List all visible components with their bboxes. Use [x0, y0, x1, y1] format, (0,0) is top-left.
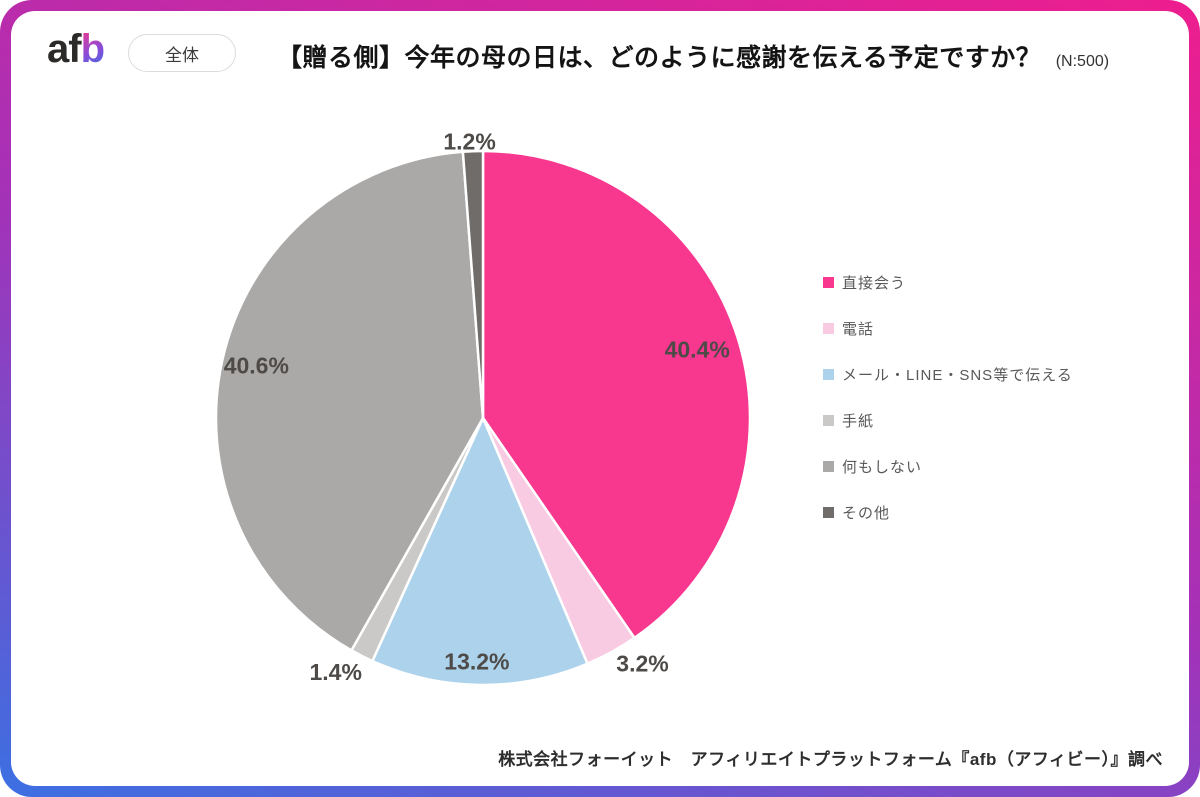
pie-slice-4	[214, 150, 485, 652]
legend-item-0: 直接会う	[823, 272, 1073, 292]
legend-swatch-2	[823, 368, 834, 380]
logo-text-b: b	[80, 27, 105, 71]
legend-item-1: 電話	[823, 318, 1073, 338]
slice-value-label-5: 1.2%	[443, 128, 495, 154]
slice-value-label-4: 40.6%	[224, 352, 289, 378]
scope-badge[interactable]: 全体	[128, 34, 236, 72]
afb-logo: afb	[47, 26, 105, 72]
legend-label-2: メール・LINE・SNS等で伝える	[842, 366, 1073, 384]
logo-text-af: af	[47, 27, 82, 71]
slice-value-label-2: 13.2%	[444, 649, 509, 675]
legend-item-5: その他	[823, 502, 1073, 522]
pie-slice-5	[461, 149, 485, 420]
legend-item-4: 何もしない	[823, 456, 1073, 476]
pie-chart: 40.4% 3.2% 13.2% 1.4% 40.6% 1.2%	[214, 128, 752, 687]
legend-label-3: 手紙	[842, 412, 875, 430]
slice-value-label-0: 40.4%	[665, 336, 730, 362]
pie-slice-0	[481, 149, 752, 640]
title-block: 【贈る側】今年の母の日は、どのように感謝を伝える予定ですか？ (N:500)	[277, 38, 1109, 74]
pie-slice-2	[371, 416, 589, 687]
legend-item-2: メール・LINE・SNS等で伝える	[823, 364, 1073, 384]
legend-label-5: その他	[842, 504, 891, 522]
legend-swatch-4	[823, 460, 834, 472]
chart-legend: 直接会う電話メール・LINE・SNS等で伝える 手紙何もしないその他	[823, 272, 1073, 522]
legend-label-0: 直接会う	[842, 274, 907, 292]
slice-value-label-1: 3.2%	[616, 650, 668, 676]
sample-size-label: (N:500)	[1055, 53, 1110, 70]
legend-swatch-1	[823, 322, 834, 334]
scope-badge-label: 全体	[165, 45, 199, 65]
slice-value-label-3: 1.4%	[309, 659, 361, 685]
legend-item-3: 手紙	[823, 410, 1073, 430]
legend-swatch-3	[823, 414, 834, 426]
legend-swatch-5	[823, 506, 834, 518]
legend-label-4: 何もしない	[842, 458, 923, 476]
page-title: 【贈る側】今年の母の日は、どのように感謝を伝える予定ですか？	[277, 44, 1042, 72]
footer-credit: 株式会社フォーイット アフィリエイトプラットフォーム『afb（アフィビー）』調べ	[498, 750, 1163, 769]
legend-label-1: 電話	[842, 320, 875, 338]
legend-swatch-0	[823, 276, 834, 288]
